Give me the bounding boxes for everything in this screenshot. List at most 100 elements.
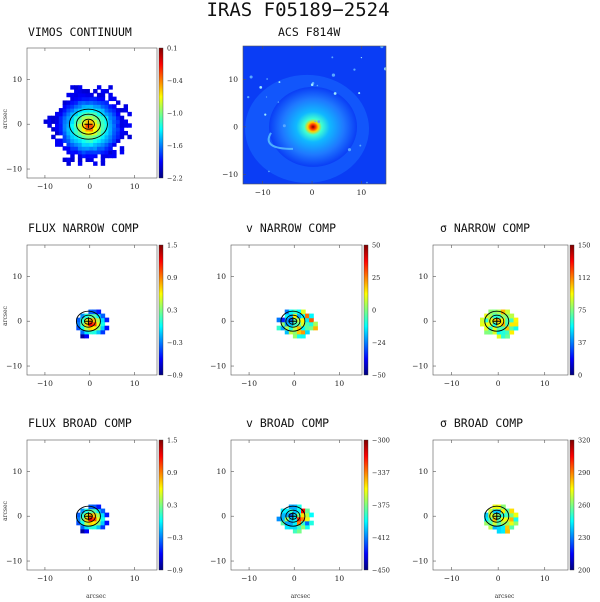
map-pixel [500,504,506,510]
map-pixel [301,321,306,327]
map-pixel [492,313,498,319]
map-pixel [108,146,113,151]
map-pixel [100,516,106,522]
map-pixel [115,127,121,132]
map-pixel [85,153,90,159]
x-tick-label: 0 [292,379,297,388]
map-pixel [81,96,87,102]
map-pixel [80,317,85,323]
y-tick-label: 10 [12,75,22,84]
map-pixel [108,123,113,128]
map-pixel [66,115,71,121]
map-pixel [305,516,310,522]
colorbar-tick-label: −24 [372,339,386,347]
y-tick-label: 0 [233,122,238,131]
map-pixel [127,123,132,128]
map-pixel [505,317,510,323]
map-pixel [89,142,94,147]
map-pixel [513,317,519,323]
map-pixel [70,85,75,90]
map-pixel [74,130,79,136]
map-pixel [115,115,121,121]
map-pixel [81,100,87,105]
map-pixel [74,149,79,155]
map-pixel [100,317,106,323]
y-tick-label: 10 [228,75,238,84]
map-pixel [93,100,98,105]
map-pixel [509,325,515,331]
map-pixel [309,512,314,518]
nucleus-marker [492,317,501,326]
panel-frame [432,244,569,376]
colorbar-tick-label: 290 [578,469,590,477]
map-pixel [104,146,109,151]
map-pixel [123,130,129,136]
map-pixel [276,325,282,331]
map-pixel [108,138,113,143]
star-point [331,56,334,59]
map-pixel [484,325,489,331]
star-point [265,96,268,98]
map-pixel [76,325,81,331]
map-pixel [492,524,498,530]
map-pixel [488,325,494,331]
map-pixel [93,161,98,166]
map-pixel [81,108,87,113]
map-pixel [488,317,494,323]
map-pixel [123,108,129,113]
colorbar-tick-label: 37 [578,339,586,347]
map-pixel [100,115,106,121]
map-pixel [115,130,121,136]
map-pixel [492,317,498,323]
map-pixel [115,138,121,143]
map-pixel [292,325,298,331]
map-pixel [92,512,98,518]
star-point [310,83,314,86]
x-tick-label: −10 [241,574,257,583]
map-pixel [93,146,98,151]
map-pixel [80,329,85,335]
map-pixel [104,153,109,159]
map-pixel [305,508,310,514]
x-axis-label: arcsec [495,593,515,600]
map-pixel [93,104,98,109]
map-pixel [96,146,102,151]
map-pixel [85,104,90,109]
map-pixel [100,104,106,109]
map-pixel [488,309,494,315]
map-pixel [92,508,98,514]
map-pixel [80,520,85,526]
contour-line [81,118,95,130]
map-pixel [301,512,306,518]
map-pixel [96,317,102,323]
map-pixel [100,134,106,140]
y-axis-label: arcsec [2,108,9,128]
map-pixel [81,127,87,132]
map-pixel [96,138,102,143]
x-tick-label: 10 [130,182,140,191]
map-pixel [74,108,79,113]
map-pixel [112,104,117,109]
map-pixel [80,524,85,530]
map-pixel [496,504,502,510]
map-pixel [89,146,94,151]
map-pixel [66,161,71,166]
map-pixel [500,524,506,530]
map-pixel [70,142,75,147]
map-pixel [93,138,98,143]
colorbar-tick-label: −0.4 [167,77,183,85]
map-pixel [305,524,310,530]
map-pixel [488,329,494,335]
map-pixel [58,123,64,128]
star-point [259,85,263,89]
map-pixel [280,317,286,323]
map-pixel [96,92,102,98]
map-pixel [88,325,94,331]
map-pixel [100,157,106,163]
map-pixel [108,85,113,90]
map-pixel [80,508,85,514]
map-pixel [76,520,81,526]
map-pixel [89,138,94,143]
map-pixel [509,317,515,323]
x-tick-label: −10 [444,379,460,388]
